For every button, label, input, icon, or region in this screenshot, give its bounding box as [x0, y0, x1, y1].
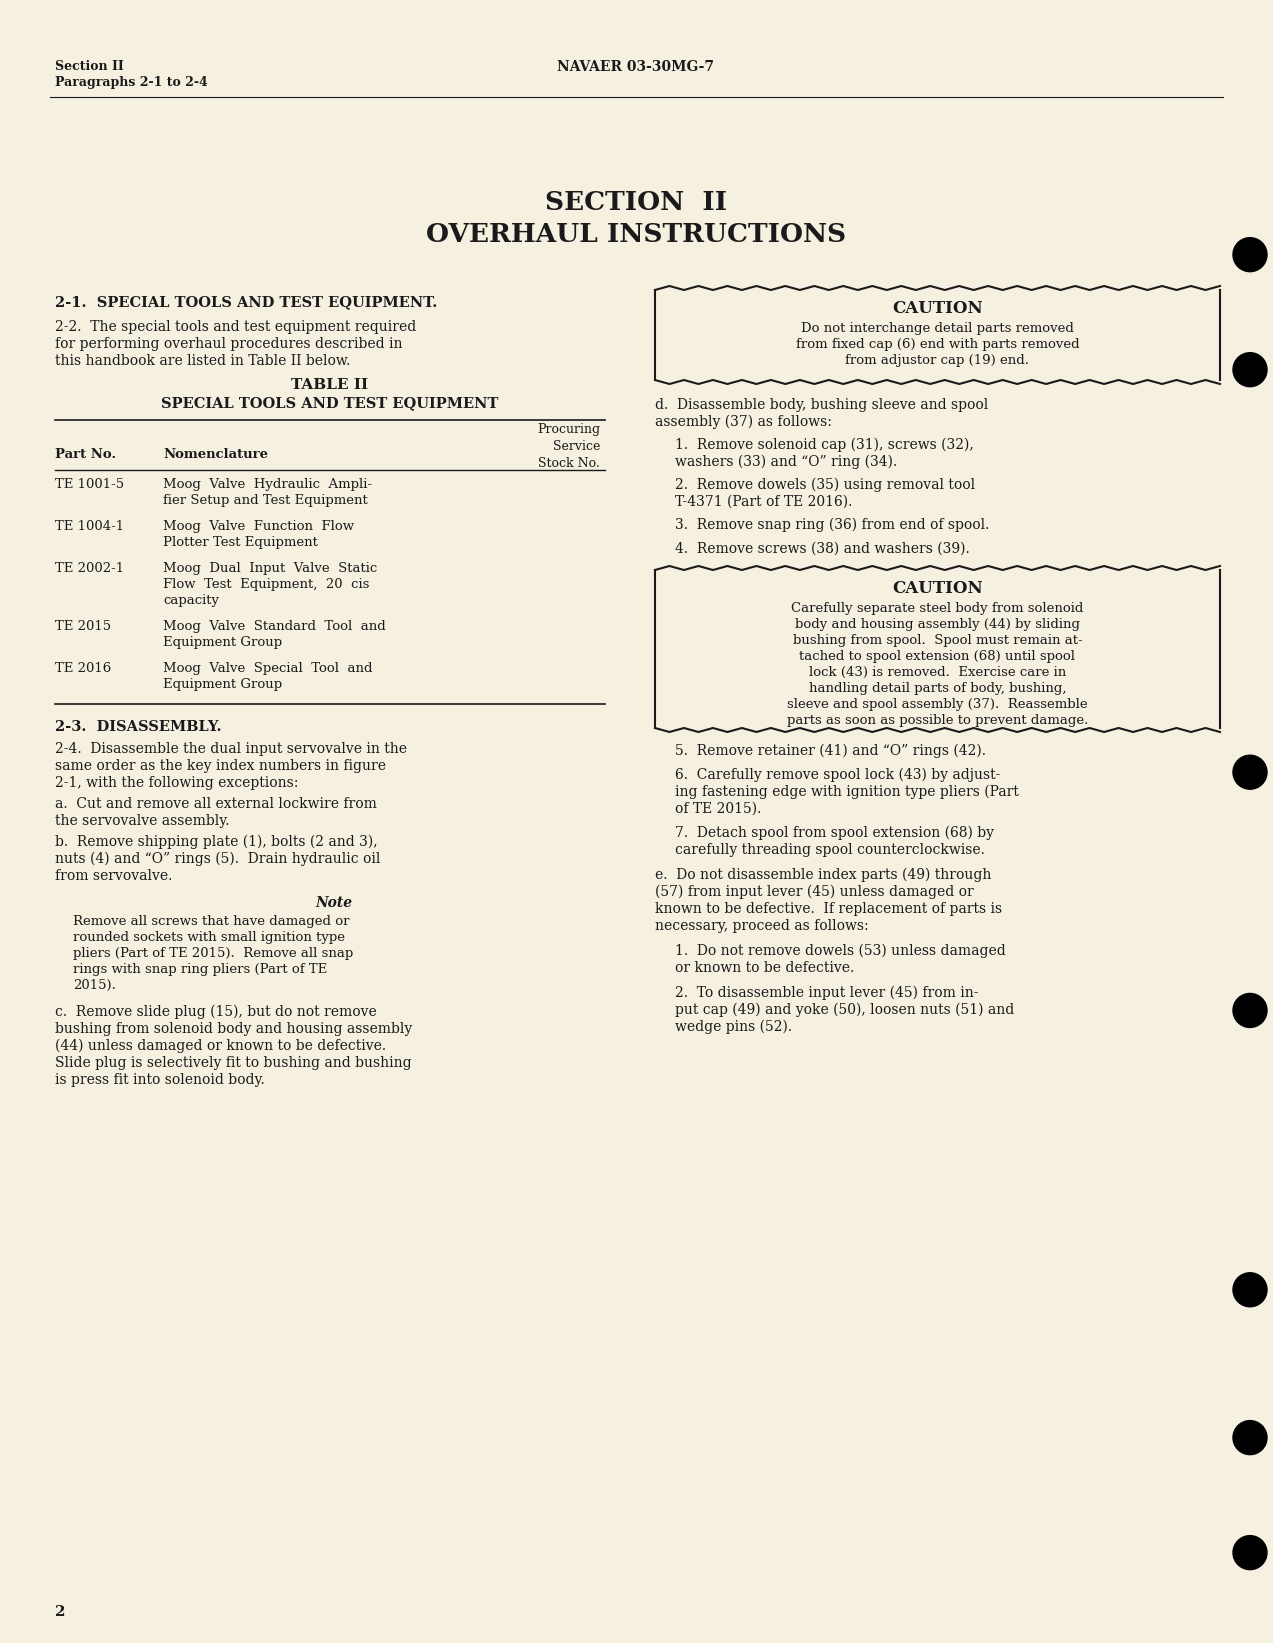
Text: is press fit into solenoid body.: is press fit into solenoid body. [55, 1073, 265, 1088]
Text: 2015).: 2015). [73, 979, 116, 992]
Text: from fixed cap (6) end with parts removed: from fixed cap (6) end with parts remove… [796, 338, 1080, 352]
Text: sleeve and spool assembly (37).  Reassemble: sleeve and spool assembly (37). Reassemb… [787, 698, 1088, 711]
Text: 2.  To disassemble input lever (45) from in-: 2. To disassemble input lever (45) from … [675, 986, 979, 1001]
Text: TE 2016: TE 2016 [55, 662, 111, 675]
Text: Nomenclature: Nomenclature [163, 449, 269, 462]
Text: Note: Note [316, 895, 353, 910]
Text: bushing from spool.  Spool must remain at-: bushing from spool. Spool must remain at… [793, 634, 1082, 647]
Text: assembly (37) as follows:: assembly (37) as follows: [656, 416, 831, 429]
Text: Carefully separate steel body from solenoid: Carefully separate steel body from solen… [792, 601, 1083, 614]
Text: d.  Disassemble body, bushing sleeve and spool: d. Disassemble body, bushing sleeve and … [656, 398, 988, 412]
Text: Moog  Valve  Special  Tool  and: Moog Valve Special Tool and [163, 662, 373, 675]
Text: carefully threading spool counterclockwise.: carefully threading spool counterclockwi… [675, 843, 985, 858]
Text: for performing overhaul procedures described in: for performing overhaul procedures descr… [55, 337, 402, 352]
Text: put cap (49) and yoke (50), loosen nuts (51) and: put cap (49) and yoke (50), loosen nuts … [675, 1002, 1015, 1017]
Text: Flow  Test  Equipment,  20  cis: Flow Test Equipment, 20 cis [163, 578, 369, 591]
Text: Section II: Section II [55, 61, 123, 72]
Text: rounded sockets with small ignition type: rounded sockets with small ignition type [73, 932, 345, 945]
Circle shape [1234, 238, 1267, 271]
Text: a.  Cut and remove all external lockwire from: a. Cut and remove all external lockwire … [55, 797, 377, 812]
Text: TE 2002-1: TE 2002-1 [55, 562, 125, 575]
Text: 2-1.  SPECIAL TOOLS AND TEST EQUIPMENT.: 2-1. SPECIAL TOOLS AND TEST EQUIPMENT. [55, 296, 437, 309]
Text: NAVAER 03-30MG-7: NAVAER 03-30MG-7 [558, 61, 714, 74]
Text: TE 1004-1: TE 1004-1 [55, 519, 125, 532]
Text: 1.  Do not remove dowels (53) unless damaged: 1. Do not remove dowels (53) unless dama… [675, 945, 1006, 958]
Text: from servovalve.: from servovalve. [55, 869, 172, 882]
Text: body and housing assembly (44) by sliding: body and housing assembly (44) by slidin… [796, 618, 1080, 631]
Text: Moog  Valve  Standard  Tool  and: Moog Valve Standard Tool and [163, 619, 386, 633]
Text: 7.  Detach spool from spool extension (68) by: 7. Detach spool from spool extension (68… [675, 826, 994, 840]
Text: 2: 2 [55, 1605, 65, 1618]
Text: capacity: capacity [163, 595, 219, 606]
Text: Moog  Dual  Input  Valve  Static: Moog Dual Input Valve Static [163, 562, 377, 575]
Text: necessary, proceed as follows:: necessary, proceed as follows: [656, 918, 868, 933]
Text: Remove all screws that have damaged or: Remove all screws that have damaged or [73, 915, 350, 928]
Circle shape [1234, 1273, 1267, 1306]
Text: 2.  Remove dowels (35) using removal tool: 2. Remove dowels (35) using removal tool [675, 478, 975, 493]
Text: handling detail parts of body, bushing,: handling detail parts of body, bushing, [808, 682, 1067, 695]
Text: Equipment Group: Equipment Group [163, 679, 283, 692]
Circle shape [1234, 1421, 1267, 1454]
Text: rings with snap ring pliers (Part of TE: rings with snap ring pliers (Part of TE [73, 963, 327, 976]
Text: lock (43) is removed.  Exercise care in: lock (43) is removed. Exercise care in [808, 665, 1066, 679]
Text: CAUTION: CAUTION [892, 580, 983, 596]
Text: T-4371 (Part of TE 2016).: T-4371 (Part of TE 2016). [675, 495, 853, 509]
Text: Procuring
Service
Stock No.: Procuring Service Stock No. [537, 422, 600, 470]
Text: (44) unless damaged or known to be defective.: (44) unless damaged or known to be defec… [55, 1038, 386, 1053]
Text: OVERHAUL INSTRUCTIONS: OVERHAUL INSTRUCTIONS [426, 222, 847, 246]
Text: this handbook are listed in Table II below.: this handbook are listed in Table II bel… [55, 353, 350, 368]
Text: 6.  Carefully remove spool lock (43) by adjust-: 6. Carefully remove spool lock (43) by a… [675, 767, 1001, 782]
Text: 1.  Remove solenoid cap (31), screws (32),: 1. Remove solenoid cap (31), screws (32)… [675, 439, 974, 452]
Text: from adjustor cap (19) end.: from adjustor cap (19) end. [845, 353, 1030, 366]
Text: TABLE II: TABLE II [292, 378, 369, 393]
Text: 4.  Remove screws (38) and washers (39).: 4. Remove screws (38) and washers (39). [675, 542, 970, 555]
Circle shape [1234, 1536, 1267, 1569]
Text: the servovalve assembly.: the servovalve assembly. [55, 813, 229, 828]
Text: b.  Remove shipping plate (1), bolts (2 and 3),: b. Remove shipping plate (1), bolts (2 a… [55, 835, 378, 849]
Text: Moog  Valve  Function  Flow: Moog Valve Function Flow [163, 519, 354, 532]
Text: wedge pins (52).: wedge pins (52). [675, 1020, 792, 1035]
Text: ing fastening edge with ignition type pliers (Part: ing fastening edge with ignition type pl… [675, 785, 1018, 800]
Text: same order as the key index numbers in figure: same order as the key index numbers in f… [55, 759, 386, 772]
Text: 3.  Remove snap ring (36) from end of spool.: 3. Remove snap ring (36) from end of spo… [675, 518, 989, 532]
Text: nuts (4) and “O” rings (5).  Drain hydraulic oil: nuts (4) and “O” rings (5). Drain hydrau… [55, 853, 381, 866]
Text: SPECIAL TOOLS AND TEST EQUIPMENT: SPECIAL TOOLS AND TEST EQUIPMENT [162, 396, 499, 411]
Text: 2-4.  Disassemble the dual input servovalve in the: 2-4. Disassemble the dual input servoval… [55, 743, 407, 756]
Text: 2-3.  DISASSEMBLY.: 2-3. DISASSEMBLY. [55, 720, 222, 734]
Text: 5.  Remove retainer (41) and “O” rings (42).: 5. Remove retainer (41) and “O” rings (4… [675, 744, 987, 759]
Text: SECTION  II: SECTION II [545, 191, 727, 215]
Text: Part No.: Part No. [55, 449, 116, 462]
Text: Equipment Group: Equipment Group [163, 636, 283, 649]
Text: or known to be defective.: or known to be defective. [675, 961, 854, 974]
Circle shape [1234, 353, 1267, 386]
Text: Paragraphs 2-1 to 2-4: Paragraphs 2-1 to 2-4 [55, 76, 207, 89]
Text: Plotter Test Equipment: Plotter Test Equipment [163, 536, 318, 549]
Text: CAUTION: CAUTION [892, 301, 983, 317]
Text: c.  Remove slide plug (15), but do not remove: c. Remove slide plug (15), but do not re… [55, 1006, 377, 1019]
Text: pliers (Part of TE 2015).  Remove all snap: pliers (Part of TE 2015). Remove all sna… [73, 946, 353, 960]
Text: tached to spool extension (68) until spool: tached to spool extension (68) until spo… [799, 651, 1076, 664]
Circle shape [1234, 756, 1267, 789]
Text: washers (33) and “O” ring (34).: washers (33) and “O” ring (34). [675, 455, 897, 470]
Bar [656, 570, 1220, 728]
Text: Slide plug is selectively fit to bushing and bushing: Slide plug is selectively fit to bushing… [55, 1056, 411, 1070]
Text: (57) from input lever (45) unless damaged or: (57) from input lever (45) unless damage… [656, 886, 974, 899]
Text: TE 1001-5: TE 1001-5 [55, 478, 125, 491]
Text: fier Setup and Test Equipment: fier Setup and Test Equipment [163, 495, 368, 508]
Text: bushing from solenoid body and housing assembly: bushing from solenoid body and housing a… [55, 1022, 412, 1037]
Bar [656, 291, 1220, 380]
Text: 2-1, with the following exceptions:: 2-1, with the following exceptions: [55, 775, 298, 790]
Text: TE 2015: TE 2015 [55, 619, 111, 633]
Circle shape [1234, 994, 1267, 1027]
Text: Moog  Valve  Hydraulic  Ampli-: Moog Valve Hydraulic Ampli- [163, 478, 372, 491]
Text: known to be defective.  If replacement of parts is: known to be defective. If replacement of… [656, 902, 1002, 917]
Text: of TE 2015).: of TE 2015). [675, 802, 761, 817]
Text: 2-2.  The special tools and test equipment required: 2-2. The special tools and test equipmen… [55, 320, 416, 334]
Text: parts as soon as possible to prevent damage.: parts as soon as possible to prevent dam… [787, 715, 1088, 726]
Text: e.  Do not disassemble index parts (49) through: e. Do not disassemble index parts (49) t… [656, 868, 992, 882]
Text: Do not interchange detail parts removed: Do not interchange detail parts removed [801, 322, 1074, 335]
